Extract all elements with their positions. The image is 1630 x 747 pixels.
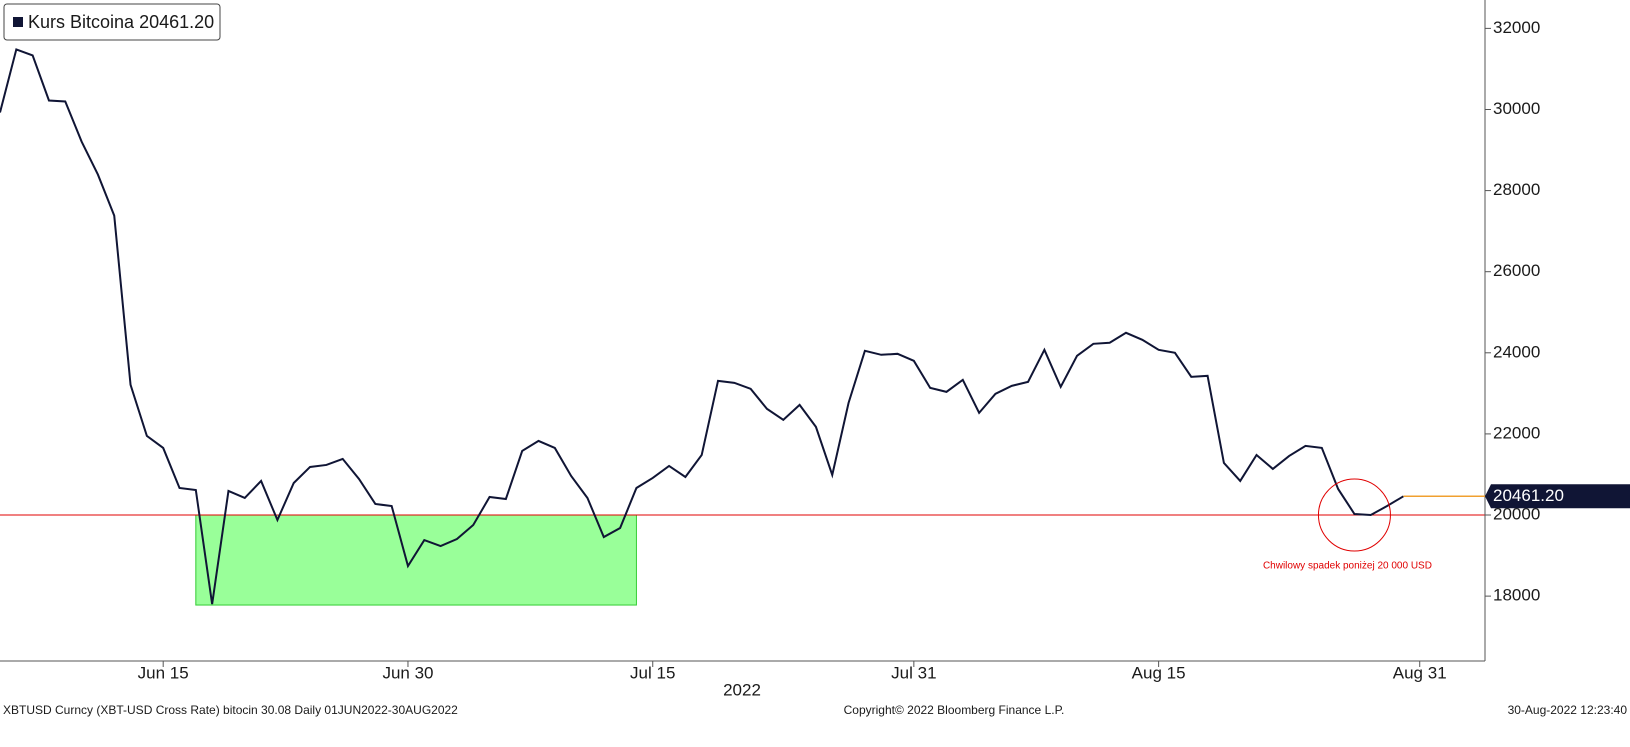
y-tick-label: 20000 — [1493, 504, 1540, 523]
x-axis-label: 2022 — [723, 680, 761, 699]
y-tick-label: 32000 — [1493, 18, 1540, 37]
legend-text: Kurs Bitcoina 20461.20 — [28, 12, 214, 32]
y-tick-label: 24000 — [1493, 342, 1540, 361]
annotation-circle — [1317, 478, 1391, 552]
x-tick-label: Jun 15 — [138, 663, 189, 682]
legend-name: Kurs Bitcoina — [28, 12, 135, 32]
last-value-box — [1485, 484, 1630, 509]
y-tick-label: 28000 — [1493, 180, 1540, 199]
y-tick-label: 22000 — [1493, 423, 1540, 442]
x-tick-label: Jun 30 — [382, 663, 433, 682]
last-value-label: 20461.20 — [1493, 486, 1564, 505]
x-tick-label: Aug 31 — [1393, 663, 1447, 682]
y-tick-label: 18000 — [1493, 586, 1540, 605]
footer-right: 30-Aug-2022 12:23:40 — [1508, 703, 1628, 717]
annotation-text: Chwilowy spadek poniżej 20 000 USD — [1263, 561, 1432, 572]
x-tick-label: Jul 31 — [891, 663, 936, 682]
legend-swatch — [13, 17, 23, 27]
x-tick-label: Aug 15 — [1132, 663, 1186, 682]
y-tick-label: 30000 — [1493, 99, 1540, 118]
footer-left: XBTUSD Curncy (XBT-USD Cross Rate) bitoc… — [3, 703, 458, 717]
y-tick-label: 26000 — [1493, 261, 1540, 280]
x-tick-label: Jul 15 — [630, 663, 675, 682]
price-line — [0, 48, 1404, 605]
footer-center: Copyright© 2022 Bloomberg Finance L.P. — [844, 703, 1065, 717]
legend-box — [3, 3, 221, 41]
legend-value: 20461.20 — [139, 12, 214, 32]
highlight-box — [195, 514, 637, 606]
